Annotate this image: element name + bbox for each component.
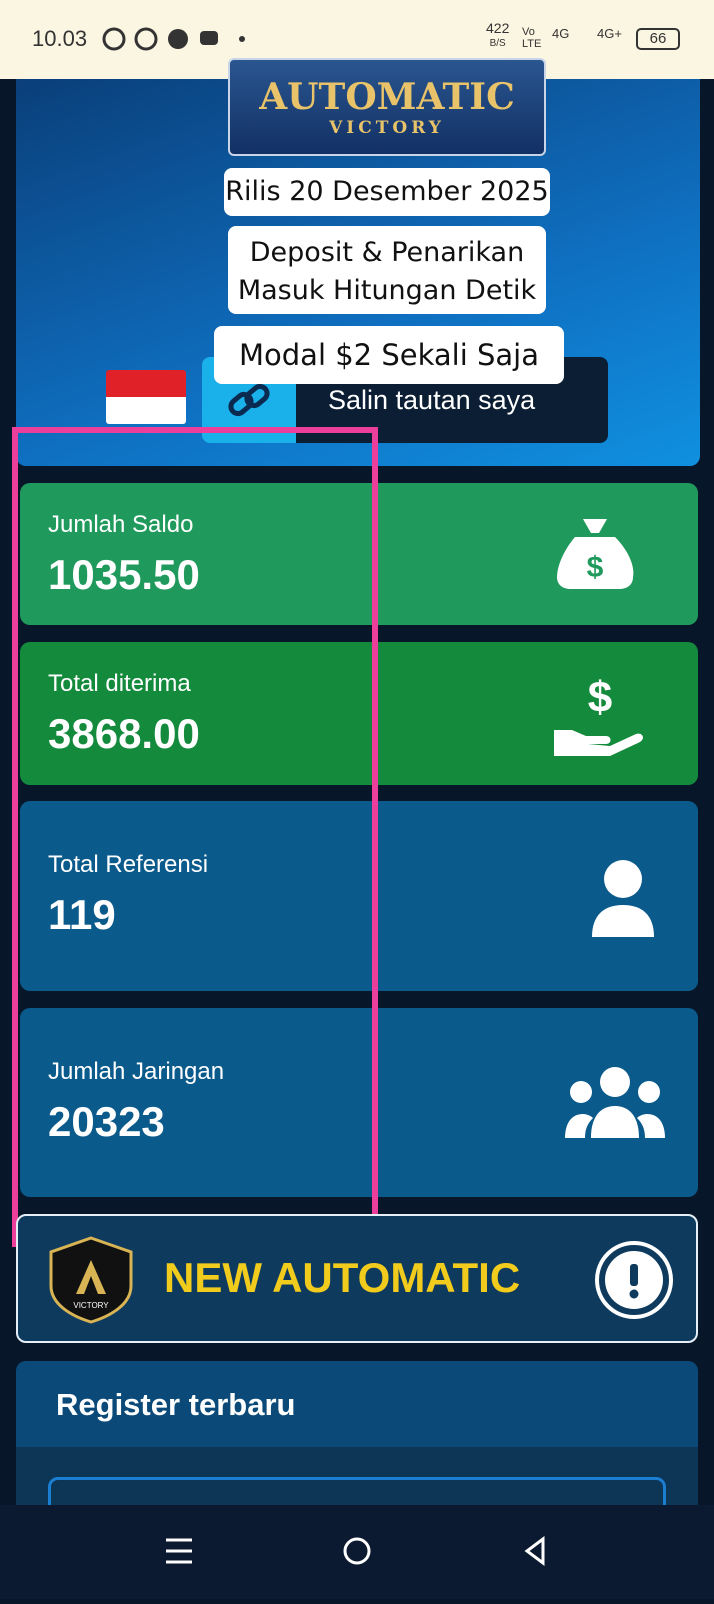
card-value: 1035.50 xyxy=(48,551,200,598)
svg-text:$: $ xyxy=(587,551,604,584)
flag[interactable] xyxy=(106,370,186,424)
card-label: Total Referensi xyxy=(48,851,209,878)
referral-card[interactable]: Total Referensi 119 xyxy=(20,801,698,991)
victory-logo: VICTORY xyxy=(49,1236,133,1324)
speed-unit: B/S xyxy=(489,38,506,49)
home-button[interactable] xyxy=(343,1537,371,1565)
release-pill: Rilis 20 Desember 2025 xyxy=(224,168,550,216)
register-panel: Register terbaru xyxy=(16,1361,698,1517)
net-speed: 422 B/S xyxy=(486,20,510,50)
logo-text: VICTORY xyxy=(73,1301,109,1310)
logo-subtitle: VICTORY xyxy=(329,118,445,138)
svg-text:$: $ xyxy=(588,673,612,722)
network-1: 4G xyxy=(552,26,570,41)
network-card[interactable]: Jumlah Jaringan 20323 xyxy=(20,1008,698,1197)
card-value: 20323 xyxy=(48,1098,165,1145)
money-bag-icon: $ xyxy=(557,519,634,589)
back-button[interactable] xyxy=(524,1536,545,1566)
received-card[interactable]: Total diterima 3868.00 $ xyxy=(20,642,698,785)
logo-box: AUTOMATIC VICTORY xyxy=(228,58,546,156)
info-pill: Deposit & Penarikan Masuk Hitungan Detik xyxy=(228,226,546,314)
battery: 66 xyxy=(636,28,680,50)
card-label: Total diterima xyxy=(48,670,191,697)
card-value: 119 xyxy=(48,891,116,938)
card-label: Jumlah Jaringan xyxy=(48,1058,225,1085)
nav-icons xyxy=(166,1536,545,1566)
volte: Vo LTE xyxy=(522,26,542,50)
nav-bar xyxy=(0,1505,714,1599)
promo-banner[interactable]: VICTORY NEW AUTOMATIC xyxy=(16,1214,698,1343)
logo-title: AUTOMATIC xyxy=(259,76,515,118)
info-line: Deposit & Penarikan xyxy=(249,237,525,268)
notification-icons xyxy=(102,27,245,51)
promo-title: NEW AUTOMATIC xyxy=(164,1254,521,1301)
balance-card[interactable]: Jumlah Saldo 1035.50 $ xyxy=(20,483,698,625)
info-button[interactable] xyxy=(594,1240,674,1320)
card-label: Jumlah Saldo xyxy=(48,511,194,538)
highlight-box xyxy=(12,427,378,1247)
user-icon xyxy=(592,860,654,937)
modal-pill: Modal $2 Sekali Saja xyxy=(214,326,564,384)
group-icon xyxy=(565,1067,665,1138)
card-value: 3868.00 xyxy=(48,710,200,757)
network-2: 4G+ xyxy=(597,26,622,41)
info-line: Masuk Hitungan Detik xyxy=(237,275,537,306)
menu-button[interactable] xyxy=(166,1538,192,1564)
register-header xyxy=(16,1361,698,1447)
speed: 422 xyxy=(486,20,510,36)
time: 10.03 xyxy=(32,26,88,51)
hand-money-icon: $ xyxy=(554,673,643,756)
register-title: Register terbaru xyxy=(56,1387,296,1422)
link-icon xyxy=(228,383,270,417)
